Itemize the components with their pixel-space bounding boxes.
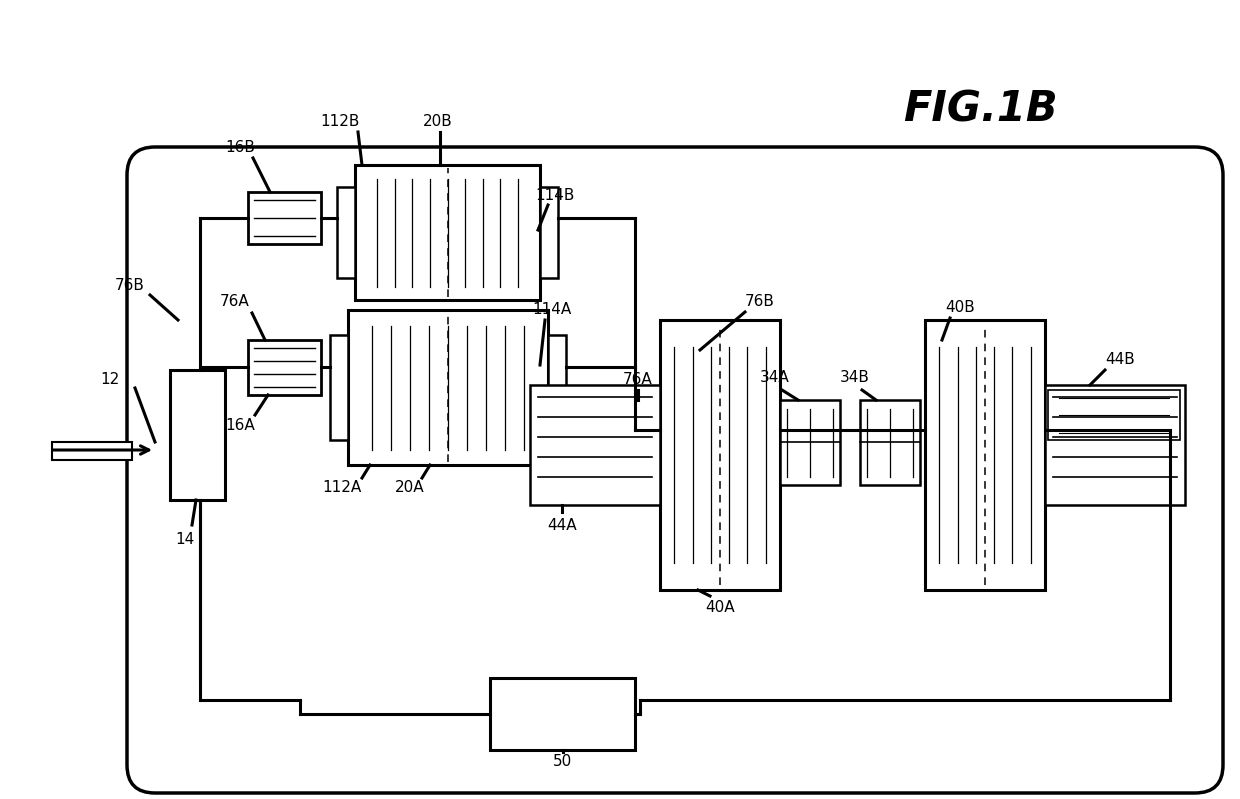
Text: 44A: 44A	[547, 518, 577, 532]
Bar	[780, 400, 839, 485]
Text: 76A: 76A	[221, 295, 250, 309]
Text: 76A: 76A	[624, 372, 653, 388]
Text: 14: 14	[175, 532, 195, 547]
Bar	[1045, 385, 1185, 505]
Text: 114B: 114B	[536, 188, 574, 202]
Bar	[925, 320, 1045, 590]
Text: 76B: 76B	[115, 277, 145, 292]
Bar	[330, 335, 348, 440]
Bar	[1048, 390, 1180, 440]
Text: 34A: 34A	[760, 371, 790, 385]
Text: 114A: 114A	[532, 303, 572, 317]
Text: 34B: 34B	[839, 371, 870, 385]
Text: 12: 12	[100, 372, 119, 388]
Bar	[490, 678, 635, 750]
Text: 16A: 16A	[226, 418, 255, 432]
Bar	[539, 187, 558, 278]
Bar	[337, 187, 355, 278]
Bar	[861, 400, 920, 485]
Bar	[548, 335, 565, 440]
Text: 20B: 20B	[423, 114, 453, 129]
Text: 112B: 112B	[320, 114, 360, 129]
Bar	[529, 385, 660, 505]
Bar	[348, 310, 548, 465]
Text: 16B: 16B	[226, 141, 255, 156]
Text: 76B: 76B	[745, 295, 775, 309]
Bar	[248, 192, 321, 244]
Bar	[52, 442, 131, 460]
Bar	[170, 370, 224, 500]
Bar	[248, 340, 321, 395]
Text: FIG.1B: FIG.1B	[903, 89, 1058, 131]
Text: 44B: 44B	[1105, 352, 1135, 368]
Text: 50: 50	[553, 754, 573, 769]
Bar	[660, 320, 780, 590]
Bar	[355, 165, 539, 300]
Text: 40A: 40A	[706, 601, 735, 615]
Text: 112A: 112A	[322, 480, 362, 495]
Text: 20A: 20A	[396, 480, 425, 495]
Text: 40B: 40B	[945, 300, 975, 316]
